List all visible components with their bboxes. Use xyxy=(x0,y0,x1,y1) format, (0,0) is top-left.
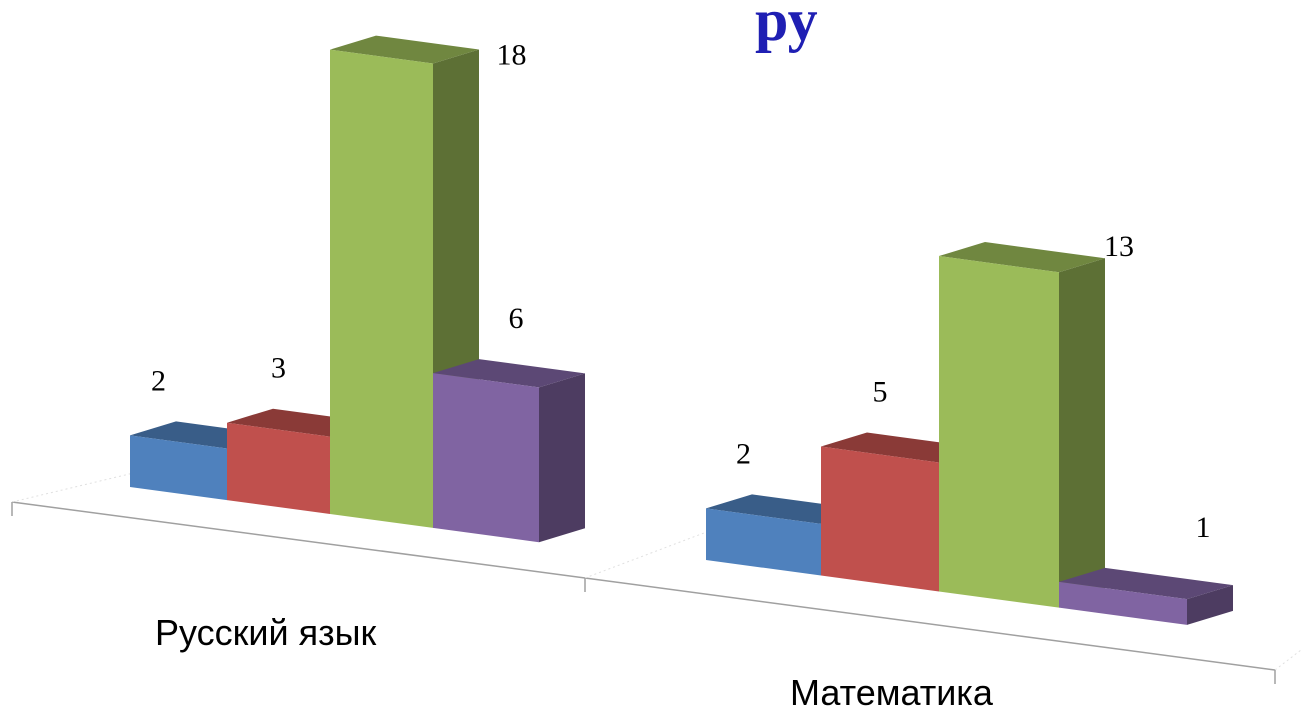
bar-side-face xyxy=(1059,258,1105,608)
data-label: 13 xyxy=(1104,230,1134,263)
bar xyxy=(706,508,821,576)
data-label: 6 xyxy=(509,302,524,335)
data-label: 2 xyxy=(736,437,751,470)
bar xyxy=(130,435,227,501)
chart-title-fragment: ру xyxy=(755,0,818,53)
bar-top-face xyxy=(433,359,585,388)
bar xyxy=(1059,581,1187,625)
bar xyxy=(227,422,330,514)
bar-side-face xyxy=(539,373,585,543)
bar-top-face xyxy=(330,35,479,64)
category-label: Математика xyxy=(790,672,994,713)
bar-side-face xyxy=(1187,585,1233,625)
bar-top-face xyxy=(1059,567,1233,600)
data-label: 18 xyxy=(497,39,527,72)
data-label: 3 xyxy=(271,352,286,385)
data-label: 2 xyxy=(151,364,166,397)
bar xyxy=(939,256,1059,608)
chart-bars xyxy=(130,35,1233,625)
chart-category-labels: Русский язык Математика xyxy=(155,612,994,713)
category-label: Русский язык xyxy=(155,612,376,653)
data-label: 1 xyxy=(1196,511,1211,544)
bar-top-face xyxy=(939,242,1105,273)
bar xyxy=(433,373,539,543)
bar xyxy=(330,49,433,528)
data-label: 5 xyxy=(873,376,888,409)
bar xyxy=(821,446,939,592)
